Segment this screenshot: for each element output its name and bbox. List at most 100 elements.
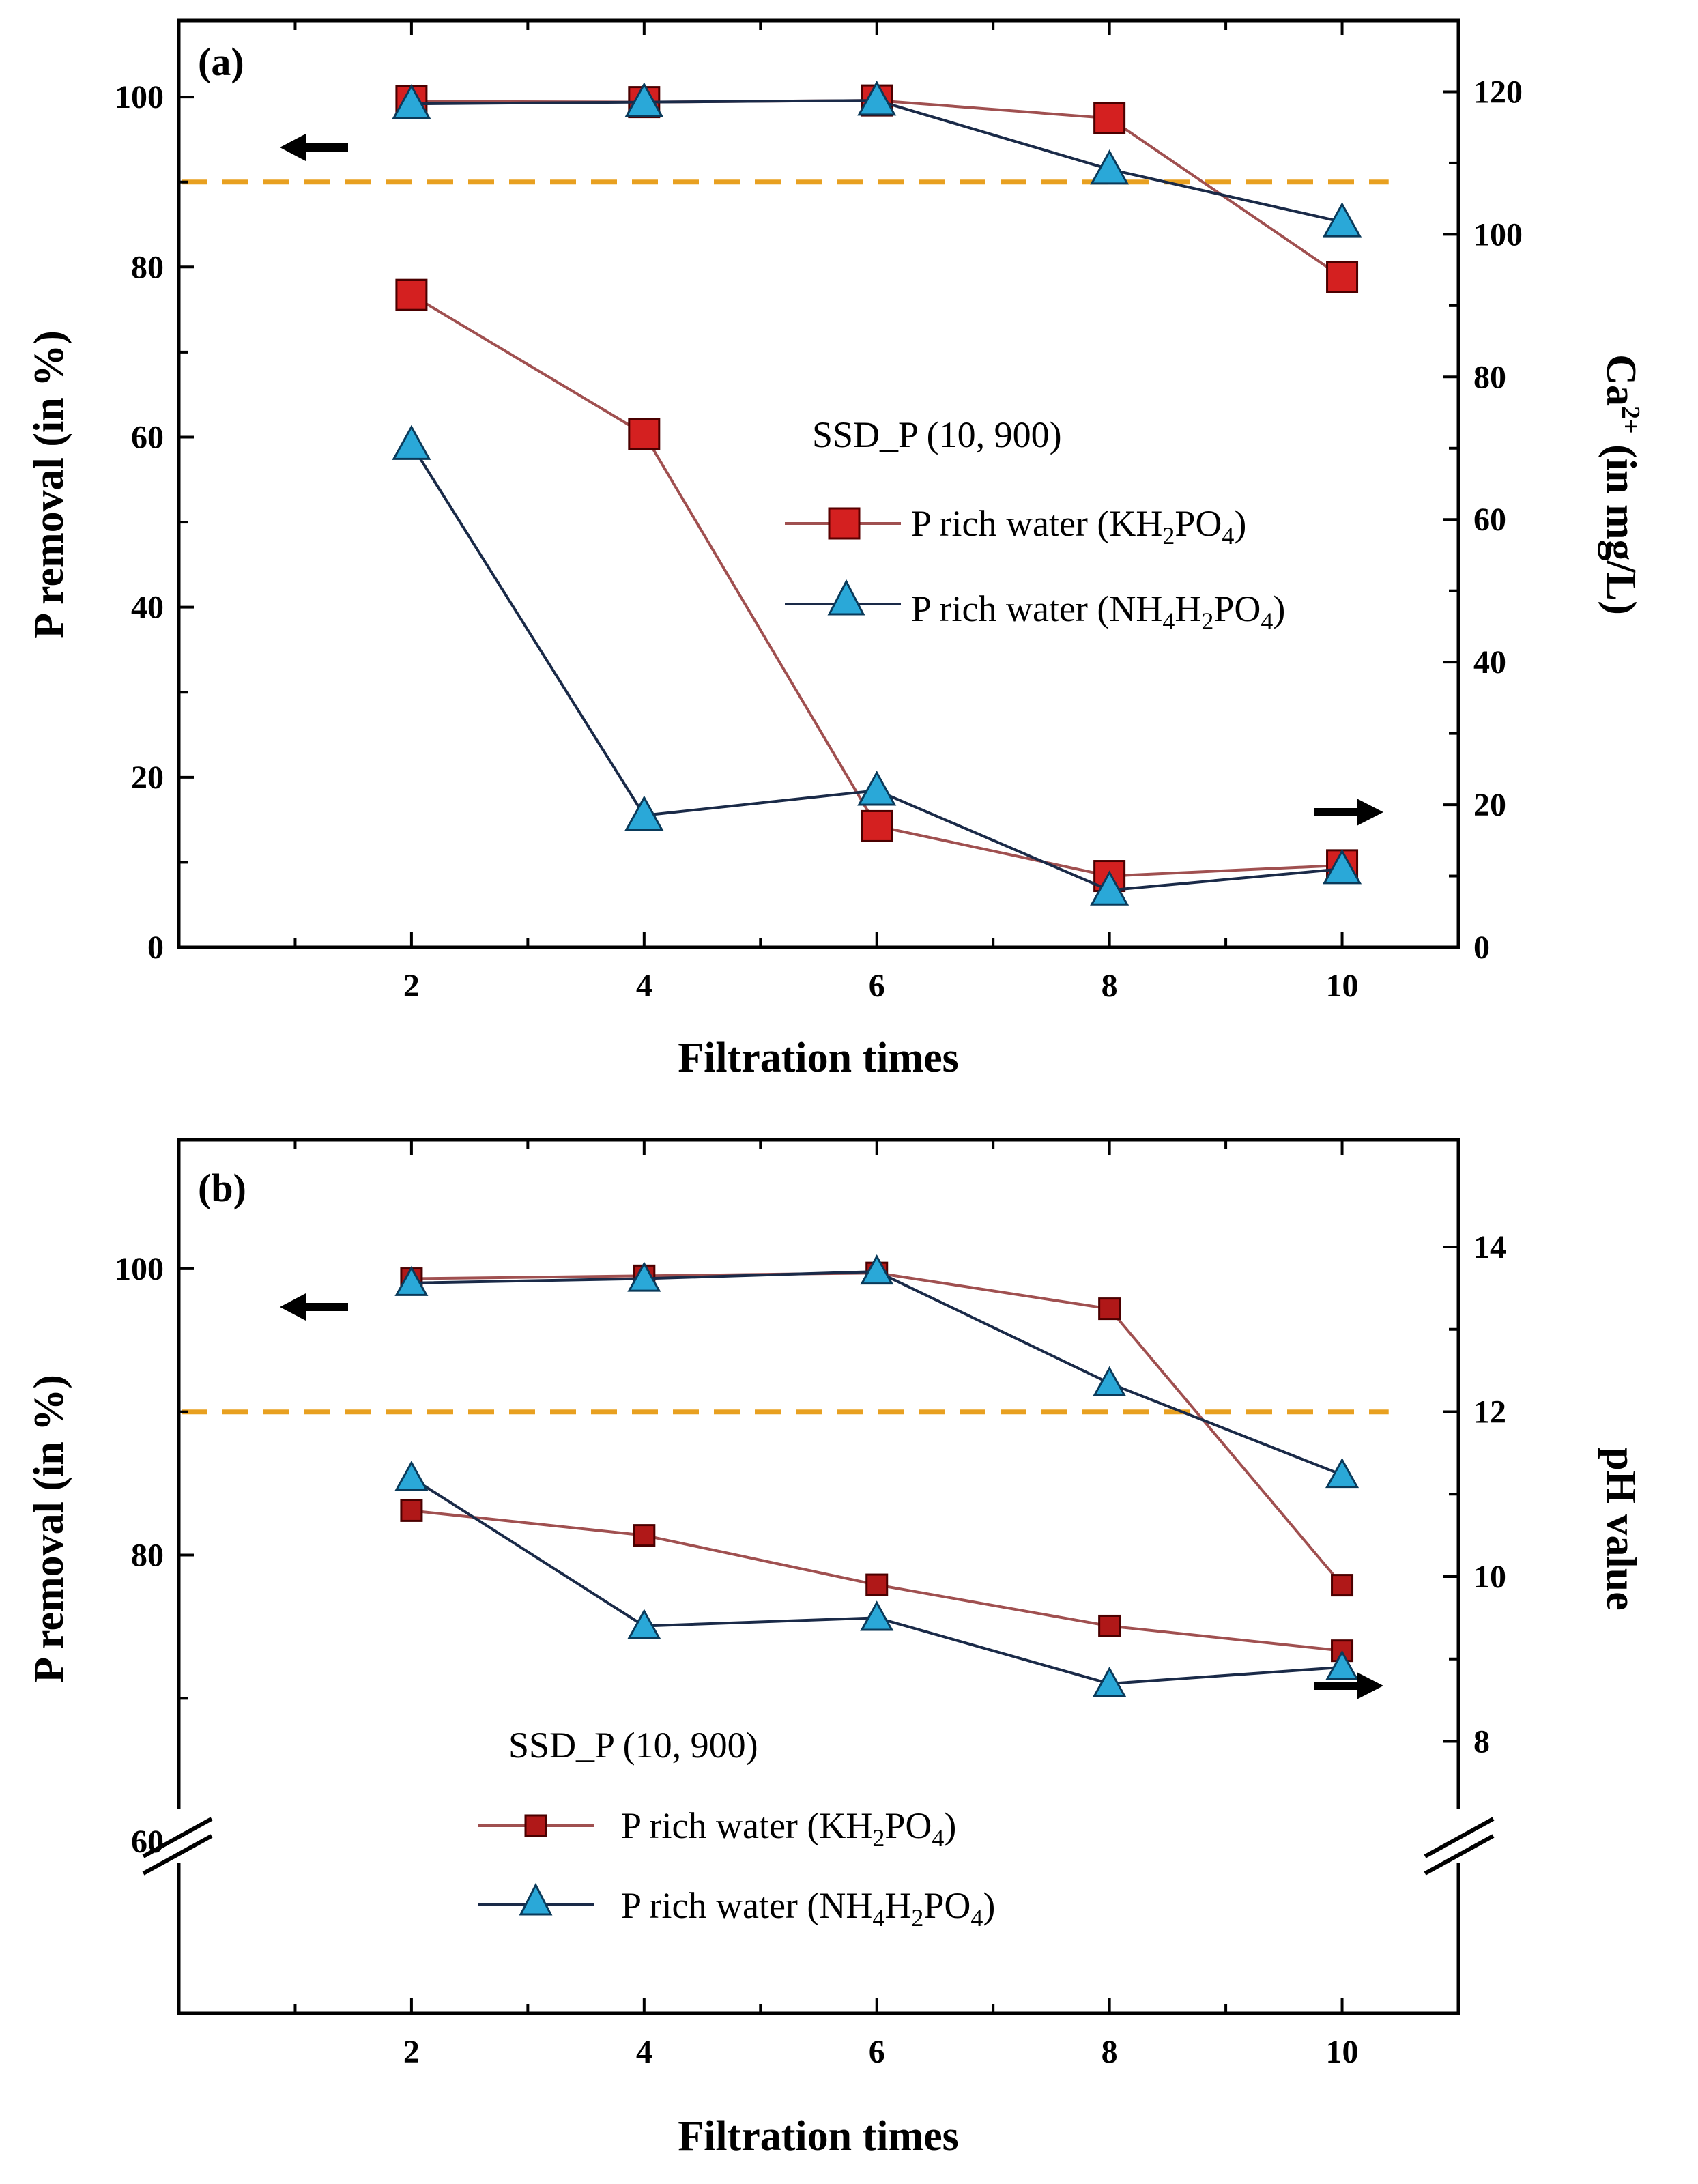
legend-entry-nh4h2po4-b: P rich water (NH4H2PO4) xyxy=(478,1882,995,1931)
series-line xyxy=(411,1271,1344,1586)
legend-square-marker-a xyxy=(828,507,861,540)
data-point-square xyxy=(861,809,893,842)
left-axis-arrow-a xyxy=(280,134,348,161)
x-axis-b: 2 4 6 8 10 xyxy=(293,1140,1359,2070)
legend-triangle-marker-b xyxy=(519,1882,553,1916)
y-left-tick-label: 0 xyxy=(147,930,164,966)
y-right-tick-label: 120 xyxy=(1473,74,1523,110)
right-axis-arrow-b xyxy=(1314,1672,1383,1699)
data-point-square xyxy=(1093,102,1126,134)
series-right-square xyxy=(400,1499,1354,1663)
data-point-square xyxy=(1098,1614,1121,1637)
x-tick-label: 6 xyxy=(869,968,885,1004)
series-right-triangle xyxy=(392,425,1362,906)
data-point-triangle xyxy=(624,82,664,117)
data-point-triangle xyxy=(1325,1457,1359,1489)
x-tick-label: 10 xyxy=(1326,2034,1359,2070)
series-group-a xyxy=(392,81,1362,906)
x-tick-label: 4 xyxy=(636,968,652,1004)
data-point-square xyxy=(1331,1574,1354,1597)
series-right-triangle xyxy=(394,1461,1359,1697)
y-right-tick-label: 10 xyxy=(1473,1559,1506,1595)
panel-label-b: (b) xyxy=(198,1166,246,1210)
legend-label: P rich water (KH xyxy=(621,1805,872,1846)
y-left-tick-label: 20 xyxy=(131,760,164,796)
series-line xyxy=(411,1270,1343,1476)
data-point-triangle xyxy=(857,771,897,806)
x-tick-label: 10 xyxy=(1326,968,1359,1004)
data-point-triangle xyxy=(392,425,431,460)
x-tick-label: 2 xyxy=(403,968,420,1004)
legend-a: SSD_P (10, 900) P rich water (KH2PO4) P … xyxy=(785,414,1285,635)
x-tick-label: 8 xyxy=(1102,2034,1118,2070)
data-point-triangle xyxy=(1090,149,1129,185)
data-point-triangle xyxy=(394,1461,429,1491)
y-right-tick-label: 60 xyxy=(1473,502,1506,538)
y-right-tick-label: 40 xyxy=(1473,644,1506,680)
y-left-tick-label: 40 xyxy=(131,590,164,626)
plot-frame-a xyxy=(177,18,1460,949)
y-right-tick-label: 14 xyxy=(1473,1229,1506,1265)
y-left-tick-label: 80 xyxy=(131,249,164,285)
panel-label-a: (a) xyxy=(198,40,244,84)
data-point-square xyxy=(865,1573,889,1596)
y-right-tick-label: 12 xyxy=(1473,1394,1506,1430)
legend-entry-kh2po4-a: P rich water (KH2PO4) xyxy=(785,503,1246,549)
y-left-tick-label: 100 xyxy=(115,79,164,115)
legend-triangle-marker-a xyxy=(827,579,865,616)
series-line xyxy=(411,99,1342,224)
x-axis-label-b: Filtration times xyxy=(678,2113,959,2159)
legend-title-b: SSD_P (10, 900) xyxy=(508,1725,758,1766)
legend-label: P rich water (NH xyxy=(911,588,1162,629)
y-left-tick-label: 60 xyxy=(131,419,164,455)
y-right-tick-label: 80 xyxy=(1473,359,1506,395)
series-left-triangle xyxy=(394,1254,1359,1489)
y-right-tick-label: 8 xyxy=(1473,1724,1490,1760)
y-axis-right-a: 0 20 40 60 80 100 120 xyxy=(1443,74,1523,966)
data-point-triangle xyxy=(1093,1366,1127,1396)
x-tick-label: 6 xyxy=(869,2034,885,2070)
svg-text:P rich water (KH2PO4): P rich water (KH2PO4) xyxy=(621,1805,956,1852)
legend-entry-nh4h2po4-a: P rich water (NH4H2PO4) xyxy=(785,579,1285,635)
data-point-triangle xyxy=(627,1261,661,1292)
data-point-triangle xyxy=(624,795,664,831)
x-axis-label-a: Filtration times xyxy=(678,1035,959,1081)
series-left-square xyxy=(400,1261,1354,1597)
plot-frame-b xyxy=(177,1138,1460,2015)
svg-text:P rich water (KH2PO4): P rich water (KH2PO4) xyxy=(911,503,1246,549)
legend-square-marker-b xyxy=(524,1814,547,1837)
data-point-triangle xyxy=(392,84,431,119)
x-tick-label: 4 xyxy=(636,2034,652,2070)
x-tick-label: 8 xyxy=(1102,968,1118,1004)
data-point-square xyxy=(400,1499,423,1522)
y-axis-left-a: 0 20 40 60 80 100 xyxy=(115,79,194,966)
data-point-triangle xyxy=(857,81,897,116)
data-point-triangle xyxy=(1322,202,1362,238)
series-left-triangle xyxy=(392,81,1362,238)
series-line xyxy=(411,99,1343,278)
data-point-triangle xyxy=(860,1254,894,1285)
right-axis-arrow-a xyxy=(1314,799,1383,826)
data-point-square xyxy=(628,418,661,450)
data-point-square xyxy=(395,278,428,311)
y-axis-right-b: 8 10 12 14 xyxy=(1443,1229,1506,1760)
data-point-triangle xyxy=(860,1600,894,1631)
legend-b: SSD_P (10, 900) P rich water (KH2PO4) P … xyxy=(478,1725,995,1931)
y-axis-left-label-a: P removal (in %) xyxy=(26,330,72,639)
data-point-triangle xyxy=(394,1265,429,1296)
y-right-tick-label: 0 xyxy=(1473,930,1490,966)
legend-label: P rich water (KH xyxy=(911,503,1162,544)
y-left-tick-label: 80 xyxy=(131,1538,164,1574)
data-point-triangle xyxy=(1090,870,1129,906)
legend-entry-kh2po4-b: P rich water (KH2PO4) xyxy=(478,1805,956,1852)
y-axis-left-label-b: P removal (in %) xyxy=(26,1375,72,1683)
data-point-triangle xyxy=(1325,1650,1359,1680)
data-point-triangle xyxy=(1322,849,1362,885)
x-axis-a: 2 4 6 8 10 xyxy=(293,20,1359,1004)
y-axis-right-label-b: pH value xyxy=(1598,1447,1644,1610)
y-right-tick-label: 20 xyxy=(1473,787,1506,823)
series-group-b xyxy=(394,1254,1359,1697)
